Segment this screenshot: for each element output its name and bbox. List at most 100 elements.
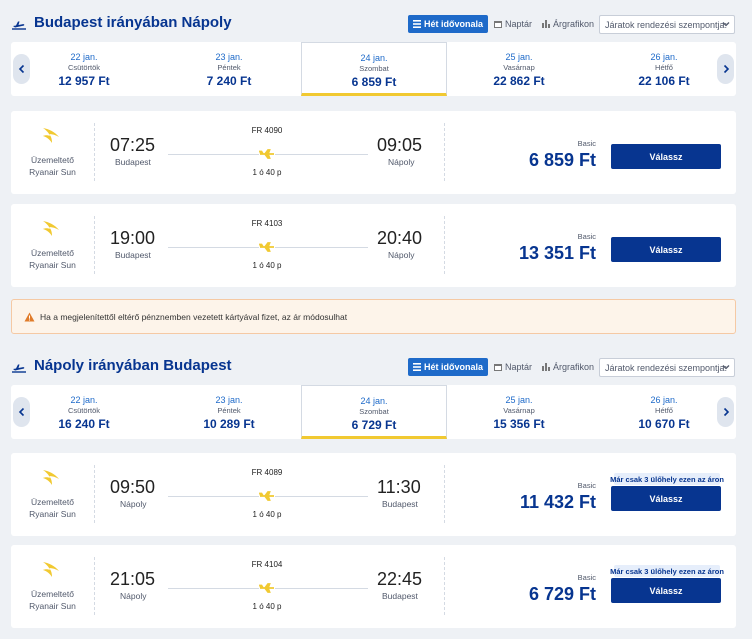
divider — [444, 465, 445, 523]
arrive-city: Budapest — [382, 591, 418, 601]
flight-number: FR 4103 — [251, 219, 283, 228]
flight-card: Üzemeltető Ryanair Sun 07:25 Budapest FR … — [11, 111, 736, 194]
date-price: 15 356 Ft — [493, 417, 545, 431]
flight-number: FR 4090 — [251, 126, 283, 135]
weekday-label: Hétfő — [655, 63, 673, 72]
divider — [444, 216, 445, 274]
toggle-label: Árgrafikon — [553, 19, 595, 29]
flight-number: FR 4104 — [251, 560, 283, 569]
view-toggles: Hét idővonala Naptár Árgrafikon — [408, 15, 600, 33]
operator-info: Üzemeltető Ryanair Sun — [11, 247, 94, 271]
date-price: 16 240 Ft — [58, 417, 110, 431]
date-label: 23 jan. — [215, 52, 243, 62]
date-tab[interactable]: 26 jan. Hétfő 10 670 Ft — [591, 385, 737, 439]
date-tab[interactable]: 23 jan. Péntek 7 240 Ft — [156, 42, 302, 96]
toggle-week-timeline[interactable]: Hét idővonala — [408, 358, 489, 376]
ryanair-harp-logo — [43, 562, 59, 577]
plane-icon — [259, 242, 275, 252]
date-tab-selected[interactable]: 24 jan. Szombat 6 859 Ft — [301, 42, 447, 96]
date-label: 26 jan. — [650, 395, 678, 405]
flight-price: 11 432 Ft — [519, 492, 596, 512]
plane-icon — [259, 149, 275, 159]
divider — [94, 216, 95, 274]
fare-type: Basic — [577, 232, 596, 241]
date-tab[interactable]: 26 jan. Hétfő 22 106 Ft — [591, 42, 737, 96]
flight-card: Üzemeltető Ryanair Sun 09:50 Nápoly FR 40… — [11, 453, 736, 536]
weekday-label: Péntek — [217, 63, 241, 72]
currency-notice: Ha a megjelenítettől eltérő pénznemben v… — [11, 299, 736, 334]
select-flight-button[interactable]: Válassz — [611, 237, 721, 262]
date-price: 22 862 Ft — [493, 74, 545, 88]
calendar-icon — [494, 364, 503, 371]
flight-duration: 1 ó 40 p — [252, 261, 282, 270]
operator-label: Üzemeltető — [31, 497, 74, 507]
section-header: Budapest irányában Nápoly Hét idővonala … — [0, 13, 752, 37]
select-flight-button[interactable]: Válassz — [611, 578, 721, 603]
depart-city: Budapest — [115, 157, 151, 167]
date-label: 26 jan. — [650, 52, 678, 62]
operator-label: Üzemeltető — [31, 589, 74, 599]
toggle-calendar[interactable]: Naptár — [490, 358, 536, 376]
depart-time: 19:00 — [110, 228, 156, 248]
divider — [444, 557, 445, 615]
bar-chart-icon — [542, 20, 551, 28]
arrive-time: 20:40 — [377, 228, 423, 248]
select-flight-button[interactable]: Válassz — [611, 144, 721, 169]
depart-city: Nápoly — [120, 499, 147, 509]
fare-type: Basic — [577, 139, 596, 148]
operator-label: Üzemeltető — [31, 155, 74, 165]
date-label: 23 jan. — [215, 395, 243, 405]
select-flight-button[interactable]: Válassz — [611, 486, 721, 511]
flight-duration: 1 ó 40 p — [252, 168, 282, 177]
date-tab-selected[interactable]: 24 jan. Szombat 6 729 Ft — [301, 385, 447, 439]
flight-price: 6 859 Ft — [528, 150, 596, 170]
toggle-calendar[interactable]: Naptár — [490, 15, 536, 33]
arrive-time: 11:30 — [377, 477, 421, 497]
sort-select[interactable]: Járatok rendezési szempontja: — [599, 15, 735, 34]
date-tab[interactable]: 23 jan. Péntek 10 289 Ft — [156, 385, 302, 439]
prev-dates-button[interactable] — [13, 54, 30, 84]
next-dates-button[interactable] — [717, 54, 734, 84]
flight-card: Üzemeltető Ryanair Sun 21:05 Nápoly FR 41… — [11, 545, 736, 628]
sort-label: Járatok rendezési szempontja: — [605, 362, 728, 373]
arrive-time: 22:45 — [377, 569, 423, 589]
seats-left-badge: Már csak 3 ülőhely ezen az áron — [610, 565, 724, 577]
toggle-label: Hét idővonala — [424, 362, 484, 372]
weekday-label: Csütörtök — [67, 406, 101, 415]
flight-duration: 1 ó 40 p — [252, 602, 282, 611]
operator-name: Ryanair Sun — [29, 509, 76, 519]
date-tab[interactable]: 22 jan. Csütörtök 16 240 Ft — [11, 385, 157, 439]
list-icon — [413, 363, 421, 371]
date-tab[interactable]: 25 jan. Vasárnap 15 356 Ft — [446, 385, 592, 439]
weekday-label: Hétfő — [655, 406, 673, 415]
prev-dates-button[interactable] — [13, 397, 30, 427]
sort-select[interactable]: Járatok rendezési szempontja: — [599, 358, 735, 377]
toggle-price-chart[interactable]: Árgrafikon — [538, 15, 598, 33]
chevron-down-icon — [722, 22, 730, 27]
toggle-label: Naptár — [505, 19, 533, 29]
toggle-label: Naptár — [505, 362, 533, 372]
sort-label: Járatok rendezési szempontja: — [605, 19, 728, 30]
depart-city: Nápoly — [120, 591, 147, 601]
flight-price: 13 351 Ft — [518, 243, 596, 263]
arrive-city: Budapest — [382, 499, 418, 509]
next-dates-button[interactable] — [717, 397, 734, 427]
plane-takeoff-icon — [12, 21, 26, 30]
toggle-week-timeline[interactable]: Hét idővonala — [408, 15, 489, 33]
toggle-label: Hét idővonala — [424, 19, 484, 29]
date-tab[interactable]: 25 jan. Vasárnap 22 862 Ft — [446, 42, 592, 96]
fare-type: Basic — [577, 481, 596, 490]
date-tab[interactable]: 22 jan. Csütörtök 12 957 Ft — [11, 42, 157, 96]
toggle-price-chart[interactable]: Árgrafikon — [538, 358, 598, 376]
flight-duration: 1 ó 40 p — [252, 510, 282, 519]
date-price: 7 240 Ft — [206, 74, 252, 88]
date-price: 6 859 Ft — [351, 75, 397, 89]
calendar-icon — [494, 21, 503, 28]
notice-text: Ha a megjelenítettől eltérő pénznemben v… — [40, 312, 348, 322]
date-price: 12 957 Ft — [58, 74, 110, 88]
date-label: 22 jan. — [70, 52, 98, 62]
flight-card: Üzemeltető Ryanair Sun 19:00 Budapest FR … — [11, 204, 736, 287]
list-icon — [413, 20, 421, 28]
date-label: 22 jan. — [70, 395, 98, 405]
date-label: 24 jan. — [360, 53, 388, 63]
